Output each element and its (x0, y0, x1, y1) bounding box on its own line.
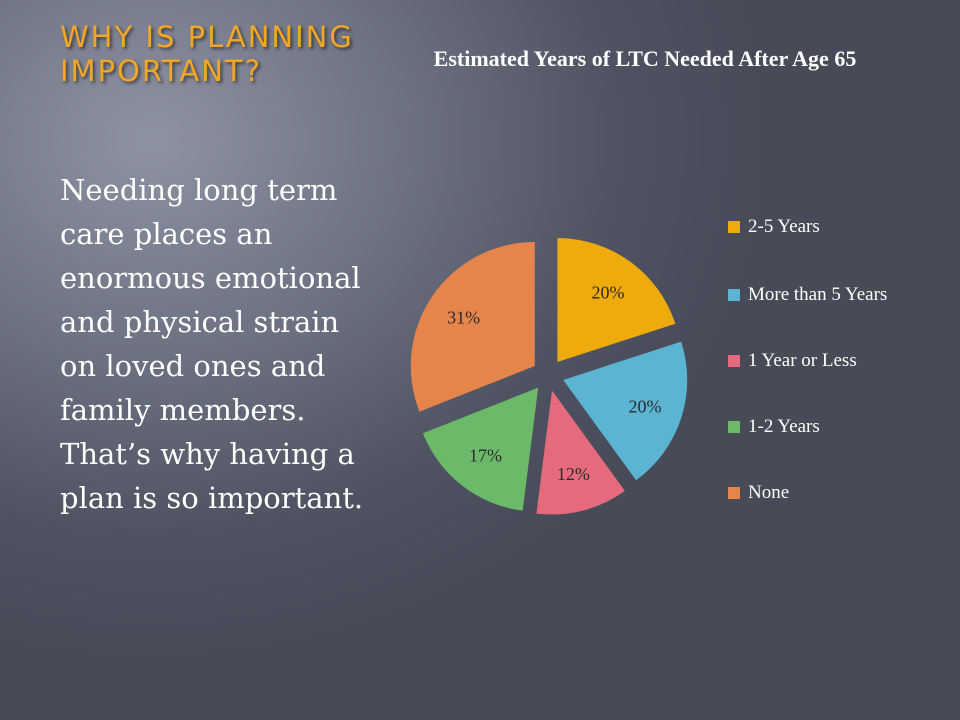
legend-label: None (748, 482, 790, 503)
legend-label: 1 Year or Less (748, 350, 857, 371)
pie-data-label: 20% (591, 282, 624, 302)
pie-slice-group: 20% (563, 341, 688, 481)
legend-item: None (728, 480, 928, 506)
legend-item: 2-5 Years (728, 214, 928, 240)
pie-data-label: 12% (557, 464, 590, 484)
pie-slice-group: 12% (536, 390, 625, 515)
legend-label: 2-5 Years (748, 216, 820, 237)
pie-slice-group: 20% (557, 238, 676, 363)
pie-slice (563, 341, 688, 481)
body-text: Needing long term care places an enormou… (60, 173, 364, 515)
legend-item: 1 Year or Less (728, 348, 928, 374)
legend-swatch (728, 355, 740, 367)
legend-item: 1-2 Years (728, 414, 928, 440)
pie-slice (557, 238, 676, 363)
chart-title: Estimated Years of LTC Needed After Age … (433, 46, 857, 71)
pie-slice-group: 17% (422, 387, 539, 511)
legend-label: 1-2 Years (748, 416, 820, 437)
legend-swatch (728, 289, 740, 301)
pie-slice (410, 242, 535, 412)
slide-title: WHY IS PLANNING IMPORTANT? (60, 20, 354, 88)
legend-label: More than 5 Years (748, 284, 888, 305)
pie-chart: 20% 20% 12% 17% 31% (410, 238, 688, 515)
pie-slice (536, 390, 625, 515)
legend-swatch (728, 487, 740, 499)
pie-data-label: 20% (629, 397, 662, 417)
pie-slice (422, 387, 539, 511)
legend-item: More than 5 Years (728, 282, 928, 308)
legend-swatch (728, 421, 740, 433)
pie-data-label: 31% (447, 308, 480, 328)
legend-swatch (728, 221, 740, 233)
pie-slice-group: 31% (410, 242, 535, 412)
pie-data-label: 17% (469, 446, 502, 466)
